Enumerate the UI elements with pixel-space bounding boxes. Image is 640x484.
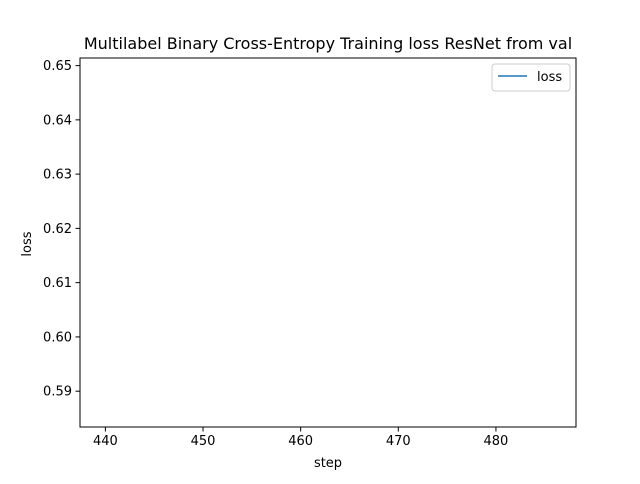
x-tick-label: 450 — [191, 434, 216, 449]
x-tick-label: 480 — [484, 434, 509, 449]
x-tick-label: 460 — [288, 434, 313, 449]
y-tick-label: 0.61 — [43, 276, 72, 291]
y-axis-label: loss — [20, 231, 35, 256]
x-axis-label: step — [314, 456, 342, 471]
y-tick-label: 0.65 — [43, 59, 72, 74]
plot-frame — [79, 57, 577, 428]
x-tick-label: 440 — [93, 434, 118, 449]
y-tick-label: 0.64 — [43, 113, 72, 128]
y-tick-label: 0.63 — [43, 168, 72, 183]
y-axis-ticks: 0.59 0.60 0.61 0.62 0.63 0.64 0.65 — [43, 59, 80, 400]
x-axis-ticks: 440 450 460 470 480 — [93, 427, 508, 449]
y-tick-label: 0.59 — [43, 385, 72, 400]
legend-label: loss — [537, 70, 562, 85]
y-tick-label: 0.60 — [43, 330, 72, 345]
legend: loss — [491, 63, 571, 92]
legend-box — [491, 63, 571, 92]
y-tick-label: 0.62 — [43, 222, 72, 237]
x-tick-label: 470 — [386, 434, 411, 449]
chart-title: Multilabel Binary Cross-Entropy Training… — [84, 34, 572, 53]
